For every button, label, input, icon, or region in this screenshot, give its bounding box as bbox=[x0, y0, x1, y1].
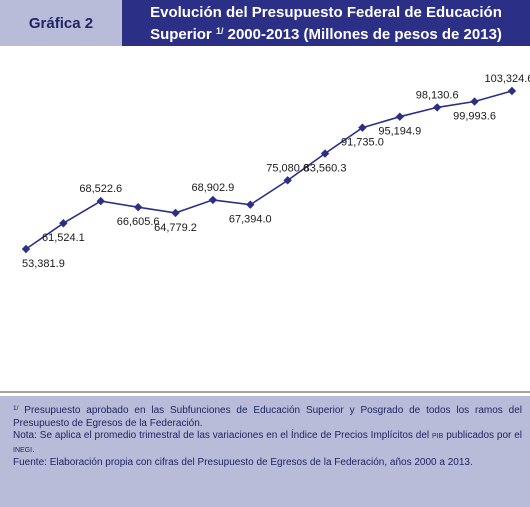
nota-inegi: INEGI bbox=[13, 446, 33, 454]
footnote-1-marker: 1/ bbox=[13, 405, 19, 412]
data-point-2000 bbox=[21, 244, 31, 254]
data-label-2006: 67,394.0 bbox=[229, 214, 272, 226]
data-point-2005 bbox=[208, 195, 218, 205]
chart-number-text: Gráfica 2 bbox=[28, 14, 94, 32]
series-line bbox=[25, 90, 513, 250]
footnote-nota: Nota: Se aplica el promedio trimestral d… bbox=[13, 430, 522, 457]
chart-title-line2-prefix: Superior bbox=[150, 25, 216, 43]
nota-suffix: . bbox=[32, 443, 35, 455]
nota-prefix: Nota: Se aplica el promedio trimestral d… bbox=[13, 430, 433, 441]
data-point-2003 bbox=[133, 202, 143, 212]
data-label-2003: 66,605.6 bbox=[117, 216, 160, 228]
nota-mid: publicados por el bbox=[443, 430, 522, 441]
title-footnote-marker: 1/ bbox=[215, 25, 224, 36]
data-label-2005: 68,902.9 bbox=[191, 182, 234, 194]
data-label-2013: 103,324.6 bbox=[484, 73, 530, 85]
data-point-2013 bbox=[507, 86, 517, 96]
data-label-2004: 64,779.2 bbox=[154, 222, 197, 234]
data-point-2001 bbox=[59, 219, 68, 228]
chart-title-line2: Superior 1/ 2000-2013 (Millones de pesos… bbox=[150, 22, 502, 44]
data-label-2011: 98,130.6 bbox=[416, 89, 459, 101]
data-point-2012 bbox=[470, 97, 479, 106]
data-label-2010: 95,194.9 bbox=[378, 126, 421, 138]
data-label-2001: 61,524.1 bbox=[42, 232, 85, 244]
chart-header: Gráfica 2 Evolución del Presupuesto Fede… bbox=[0, 0, 530, 46]
data-point-2007 bbox=[283, 176, 292, 185]
chart-number-label: Gráfica 2 bbox=[0, 0, 122, 46]
footnote-1: 1/ Presupuesto aprobado en las Subfuncio… bbox=[13, 403, 522, 430]
data-label-2009: 91,735.0 bbox=[341, 137, 384, 149]
chart-title-line2-suffix: 2000-2013 (Millones de pesos de 2013) bbox=[223, 25, 502, 43]
data-point-2011 bbox=[432, 103, 442, 112]
data-label-2007: 75,080.6 bbox=[266, 162, 309, 174]
line-chart: 2000200120022003200420052006200720082009… bbox=[0, 73, 530, 408]
chart-title: Evolución del Presupuesto Federal de Edu… bbox=[122, 0, 530, 46]
data-point-2006 bbox=[246, 200, 255, 209]
data-point-2002 bbox=[96, 196, 105, 206]
nota-pib: PIB bbox=[432, 433, 444, 440]
footnote-1-text: Presupuesto aprobado en las Subfunciones… bbox=[13, 405, 522, 429]
data-label-2002: 68,522.6 bbox=[79, 183, 122, 195]
data-label-2000: 53,381.9 bbox=[22, 258, 65, 270]
data-point-2009 bbox=[358, 123, 367, 132]
data-point-2004 bbox=[171, 208, 180, 218]
footnote-fuente: Fuente: Elaboración propia con cifras de… bbox=[13, 457, 473, 468]
chart-title-line1: Evolución del Presupuesto Federal de Edu… bbox=[150, 3, 502, 21]
footnotes-box: 1/ Presupuesto aprobado en las Subfuncio… bbox=[0, 396, 530, 507]
data-point-2008 bbox=[320, 149, 330, 158]
data-label-2008: 83,560.3 bbox=[304, 163, 347, 175]
data-point-2010 bbox=[395, 112, 404, 121]
series-group: 53,381.9 61,524.1 68,522.6 66,605.664,779.2… bbox=[21, 73, 530, 270]
data-label-2012: 99,993.6 bbox=[453, 111, 496, 123]
